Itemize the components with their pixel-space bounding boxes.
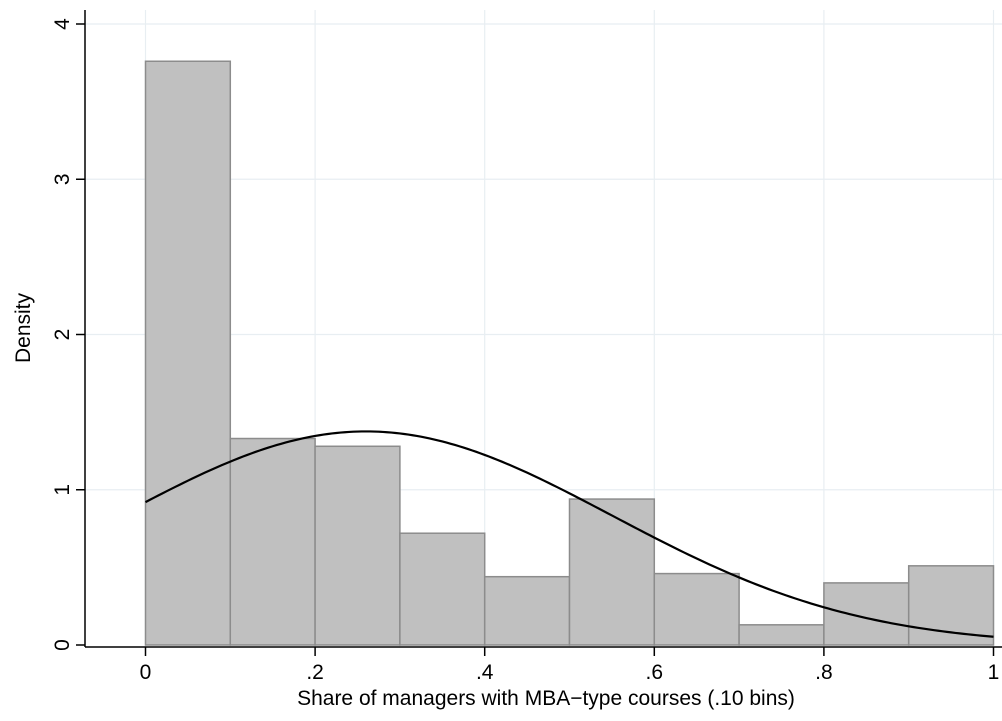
x-axis-label: Share of managers with MBA−type courses … <box>297 687 795 710</box>
y-tick-label: 2 <box>51 329 74 341</box>
histogram-bars <box>144 60 995 646</box>
axes <box>84 10 1002 648</box>
x-tick-label: 0 <box>140 661 152 684</box>
y-axis-label: Density <box>12 292 35 363</box>
y-tick-label: 1 <box>51 484 74 496</box>
histogram-bar <box>738 624 825 646</box>
histogram-bar <box>483 575 571 646</box>
histogram-bar <box>653 572 740 646</box>
histogram-bar <box>144 60 232 646</box>
x-tick-label: .8 <box>815 661 833 684</box>
histogram-bar <box>229 437 316 646</box>
y-tick-label: 0 <box>51 639 74 651</box>
x-tick-label: .6 <box>646 661 664 684</box>
normal-density-curve <box>144 430 994 638</box>
y-tick-label: 3 <box>51 173 74 185</box>
x-axis-ticks: 0 .2 .4 .6 .8 1 <box>140 647 1000 684</box>
histogram-bar <box>399 532 486 646</box>
histogram-bar <box>568 498 656 646</box>
x-tick-label: .4 <box>476 661 494 684</box>
x-tick-label: 1 <box>988 661 1000 684</box>
histogram-bar <box>823 582 910 646</box>
y-tick-label: 4 <box>51 18 74 30</box>
x-tick-label: .2 <box>306 661 324 684</box>
histogram-bar <box>314 445 401 646</box>
y-axis-ticks: 0 1 2 3 4 <box>51 18 85 651</box>
